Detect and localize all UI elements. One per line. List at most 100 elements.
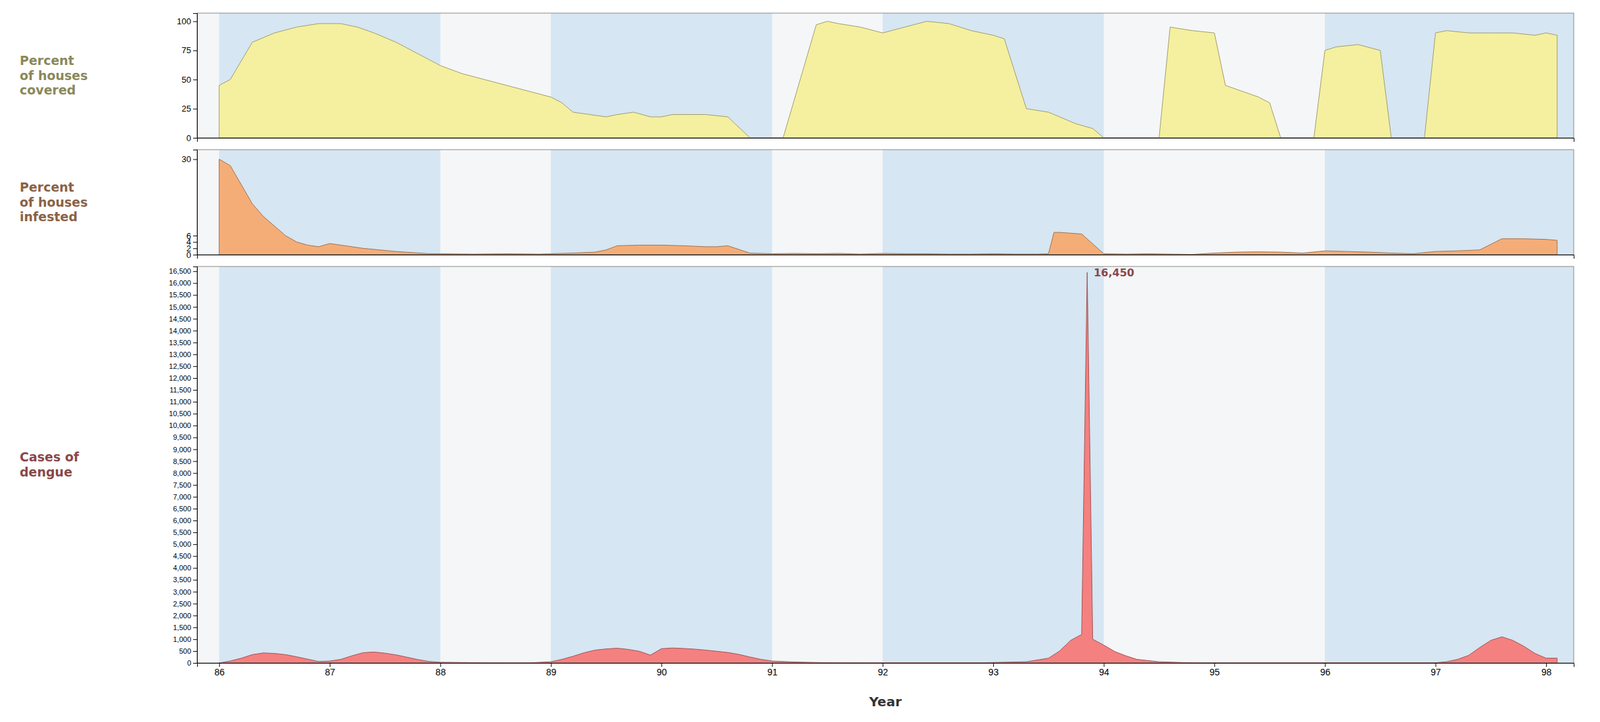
y-tick-mark — [193, 651, 198, 653]
y-tick-label: 0 — [186, 133, 192, 144]
y-tick: 12,500 — [168, 362, 198, 371]
plot-frame — [197, 13, 1574, 138]
y-tick-label: 2,000 — [172, 612, 192, 621]
y-tick: 14,500 — [168, 315, 198, 324]
y-tick-mark — [193, 497, 198, 498]
x-tick: 88 — [435, 663, 446, 678]
area — [219, 21, 1558, 138]
panel-title: Percentof housesinfested — [19, 179, 89, 225]
y-tick: 9,000 — [172, 445, 198, 454]
y-tick-mark — [193, 354, 198, 356]
y-tick: 1,000 — [172, 635, 198, 644]
y-tick-label: 15,500 — [168, 290, 192, 299]
y-tick-mark — [193, 401, 198, 403]
y-tick-mark — [193, 473, 198, 475]
y-axis: 05001,0001,5002,0002,5003,0003,5004,0004… — [168, 267, 198, 668]
panel-title-line: Percent — [19, 53, 75, 68]
y-tick-mark — [193, 137, 198, 139]
y-tick-label: 5,500 — [172, 528, 192, 537]
y-tick-mark — [193, 639, 198, 641]
x-tick-label: 86 — [214, 667, 225, 678]
x-tick: 87 — [325, 663, 336, 678]
annotation: 16,450 — [1093, 266, 1135, 280]
y-tick-mark — [193, 520, 198, 522]
y-tick-mark — [193, 109, 198, 110]
y-tick-mark — [193, 248, 198, 249]
x-tick-label: 92 — [878, 667, 889, 678]
y-tick: 13,500 — [168, 338, 198, 347]
y-tick: 12,000 — [168, 374, 198, 383]
y-tick: 15,500 — [168, 290, 198, 299]
y-axis-line — [193, 267, 198, 665]
y-axis: 024630 — [181, 150, 198, 261]
y-axis-line — [193, 150, 198, 256]
band — [219, 266, 441, 664]
y-tick-mark — [193, 425, 198, 427]
x-tick-label: 94 — [1098, 667, 1110, 678]
chart: 0255075100Percentof housescovered024630P… — [0, 0, 1600, 722]
y-tick: 10,500 — [168, 409, 198, 418]
y-tick: 10,000 — [168, 421, 198, 430]
x-tick-label: 95 — [1209, 667, 1221, 678]
x-tick: 91 — [767, 663, 778, 678]
y-tick-label: 50 — [181, 74, 192, 85]
y-tick: 8,000 — [172, 469, 198, 478]
y-tick: 9,500 — [172, 433, 198, 442]
y-tick: 25 — [181, 103, 198, 114]
y-tick-mark — [193, 437, 198, 439]
panel-title-line: of houses — [19, 68, 89, 83]
y-tick-label: 10,500 — [168, 409, 192, 418]
x-tick: 97 — [1430, 663, 1442, 678]
y-tick-mark — [193, 449, 198, 450]
y-tick-label: 25 — [181, 103, 192, 114]
area — [219, 159, 1558, 255]
y-tick: 7,000 — [172, 493, 198, 502]
y-tick: 8,500 — [172, 457, 198, 466]
y-tick-label: 100 — [176, 16, 192, 27]
x-tick-label: 88 — [435, 667, 446, 678]
y-tick: 100 — [176, 16, 198, 27]
area — [219, 272, 1558, 664]
y-tick-label: 13,500 — [168, 338, 192, 347]
y-axis-line — [193, 13, 198, 139]
y-tick-mark — [193, 509, 198, 510]
y-tick-label: 3,000 — [172, 588, 192, 597]
y-tick-mark — [193, 485, 198, 487]
y-tick: 3,000 — [172, 588, 198, 597]
y-tick-label: 7,500 — [172, 481, 192, 490]
y-tick-label: 13,000 — [168, 350, 192, 359]
x-axis-line — [197, 138, 1575, 143]
y-tick-mark — [193, 627, 198, 629]
y-tick: 7,500 — [172, 481, 198, 490]
y-tick: 1,500 — [172, 623, 198, 632]
x-tick: 94 — [1098, 663, 1110, 678]
panel-title-line: dengue — [19, 465, 73, 480]
x-axis: 86878889909192939495969798 — [197, 663, 1575, 678]
panel-title-line: Percent — [19, 179, 75, 195]
y-tick: 50 — [181, 74, 198, 85]
y-tick-label: 9,500 — [172, 433, 192, 442]
x-tick-label: 97 — [1430, 667, 1442, 678]
y-tick: 15,000 — [168, 303, 198, 312]
y-tick-mark — [193, 79, 198, 81]
y-tick-mark — [193, 21, 198, 22]
plot-background — [197, 266, 1574, 664]
y-tick-label: 6,000 — [172, 516, 192, 525]
y-tick: 30 — [181, 154, 198, 165]
y-tick: 11,000 — [169, 398, 198, 406]
y-tick-mark — [193, 544, 198, 546]
y-tick: 5,000 — [172, 540, 198, 549]
x-tick-label: 87 — [325, 667, 336, 678]
x-tick: 86 — [214, 663, 225, 678]
y-tick-mark — [193, 50, 198, 52]
panel-title-line: covered — [19, 82, 76, 98]
band — [551, 266, 773, 664]
y-tick-mark — [193, 306, 198, 308]
y-tick-label: 16,500 — [168, 267, 192, 276]
y-tick-mark — [193, 591, 198, 593]
y-tick-mark — [193, 366, 198, 368]
y-tick-mark — [193, 556, 198, 557]
x-tick-label: 89 — [545, 667, 557, 678]
y-tick-mark — [193, 283, 198, 284]
y-tick-mark — [193, 413, 198, 415]
